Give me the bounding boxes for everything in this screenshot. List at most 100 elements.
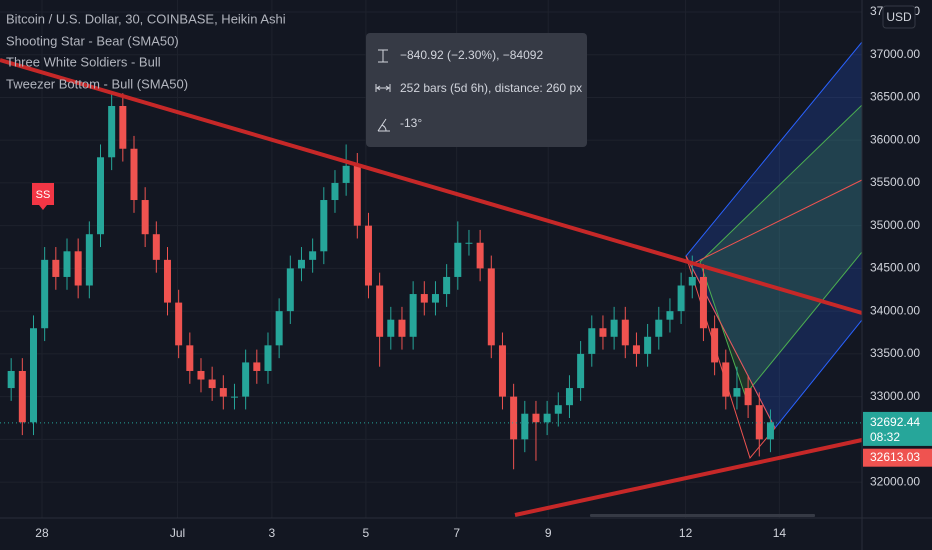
- y-tick-label: 35500.00: [870, 175, 920, 189]
- candle-body: [364, 225, 372, 286]
- candle-body: [498, 345, 506, 397]
- pattern-marker: [32, 183, 54, 210]
- candle-body: [755, 405, 763, 440]
- candle-body: [588, 328, 596, 354]
- measure-angle: -13°: [400, 116, 422, 130]
- price-tag: [863, 448, 932, 467]
- candle-body: [152, 234, 160, 260]
- trendline: [0, 58, 863, 315]
- candle-body: [387, 319, 395, 337]
- y-tick-label: 33500.00: [870, 346, 920, 360]
- x-tick-label: Jul: [170, 526, 185, 540]
- candle-body: [632, 345, 640, 354]
- candle-body: [175, 302, 183, 346]
- measure-price: −840.92 (−2.30%), −84092: [400, 48, 543, 62]
- candle-body: [52, 259, 60, 277]
- y-tick-label: 36500.00: [870, 90, 920, 104]
- candle-body: [275, 311, 283, 346]
- measure-bars: 252 bars (5d 6h), distance: 260 px: [400, 81, 582, 95]
- candle-body: [85, 234, 93, 286]
- candle-body: [733, 388, 741, 397]
- candle-body: [409, 294, 417, 337]
- candle-body: [253, 362, 261, 371]
- candle-body: [688, 276, 696, 286]
- measure-tooltip: [366, 33, 587, 147]
- candle-body: [644, 336, 652, 354]
- candle-body: [186, 345, 194, 371]
- candle-body: [476, 242, 484, 269]
- candle-body: [443, 276, 451, 295]
- candle-body: [677, 285, 685, 312]
- y-tick-label: 32000.00: [870, 474, 920, 488]
- candle-body: [18, 370, 26, 423]
- price-tag-label: 32692.44: [870, 415, 920, 429]
- x-tick-label: 5: [363, 526, 370, 540]
- legend-title: Bitcoin / U.S. Dollar, 30, COINBASE, Hei…: [6, 11, 286, 26]
- candle-body: [722, 362, 730, 397]
- candle-body: [510, 396, 518, 440]
- candle-body: [565, 388, 573, 406]
- icon: [375, 84, 391, 92]
- candle-body: [766, 422, 774, 440]
- candle-body: [711, 328, 719, 363]
- candle-body: [208, 379, 216, 389]
- currency-badge: [882, 5, 916, 29]
- candle-body: [74, 251, 82, 286]
- candle-body: [119, 105, 127, 149]
- indicator-label: Tweezer Bottom - Bull (SMA50): [6, 76, 188, 91]
- candle-body: [454, 242, 462, 277]
- candle-body: [699, 276, 707, 329]
- indicator-label: Shooting Star - Bear (SMA50): [6, 33, 179, 48]
- x-tick-label: 7: [453, 526, 460, 540]
- candle-body: [554, 405, 562, 414]
- candle-body: [96, 157, 104, 235]
- candle-body: [666, 311, 674, 320]
- candle-body: [242, 362, 250, 397]
- candle-body: [63, 251, 71, 277]
- candle-body: [130, 148, 138, 201]
- y-tick-label: 33000.00: [870, 389, 920, 403]
- candle-body: [7, 370, 15, 389]
- candles: [7, 93, 774, 470]
- candle-body: [465, 242, 473, 244]
- candle-body: [487, 268, 495, 346]
- candle-body: [197, 370, 205, 380]
- candle-body: [141, 200, 149, 235]
- indicator-label: Three White Soldiers - Bull: [6, 54, 161, 69]
- candle-body: [286, 268, 294, 312]
- y-tick-label: 34000.00: [870, 303, 920, 317]
- candle-body: [376, 285, 384, 337]
- candle-body: [41, 259, 49, 329]
- axes: 32000.0032500.0033000.0033500.0034000.00…: [0, 4, 932, 540]
- x-tick-label: 3: [269, 526, 276, 540]
- candle-body: [398, 319, 406, 337]
- candle-body: [219, 388, 227, 397]
- price-tag: [863, 411, 932, 446]
- candle-body: [297, 259, 305, 269]
- candle-body: [599, 328, 607, 337]
- price-tag-label: 32613.03: [870, 450, 920, 464]
- x-tick-label: 12: [679, 526, 693, 540]
- pitchfork-median: [689, 179, 863, 266]
- x-tick-label: 14: [773, 526, 787, 540]
- candle-body: [342, 165, 350, 183]
- candle-body: [320, 200, 328, 252]
- icon: [377, 118, 390, 132]
- x-tick-label: 28: [35, 526, 49, 540]
- candle-body: [621, 319, 629, 346]
- candle-body: [309, 251, 317, 260]
- candle-body: [420, 294, 428, 303]
- candle-body: [108, 105, 116, 158]
- candle-body: [353, 165, 361, 226]
- y-tick-label: 34500.00: [870, 261, 920, 275]
- candle-body: [532, 413, 540, 423]
- candle-body: [431, 294, 439, 303]
- candle-body: [744, 388, 752, 406]
- trendline: [514, 438, 863, 517]
- candle-body: [29, 328, 37, 423]
- y-tick-label: 35000.00: [870, 218, 920, 232]
- scrollbar: [590, 514, 815, 517]
- candle-body: [543, 413, 551, 423]
- candle-body: [230, 396, 238, 398]
